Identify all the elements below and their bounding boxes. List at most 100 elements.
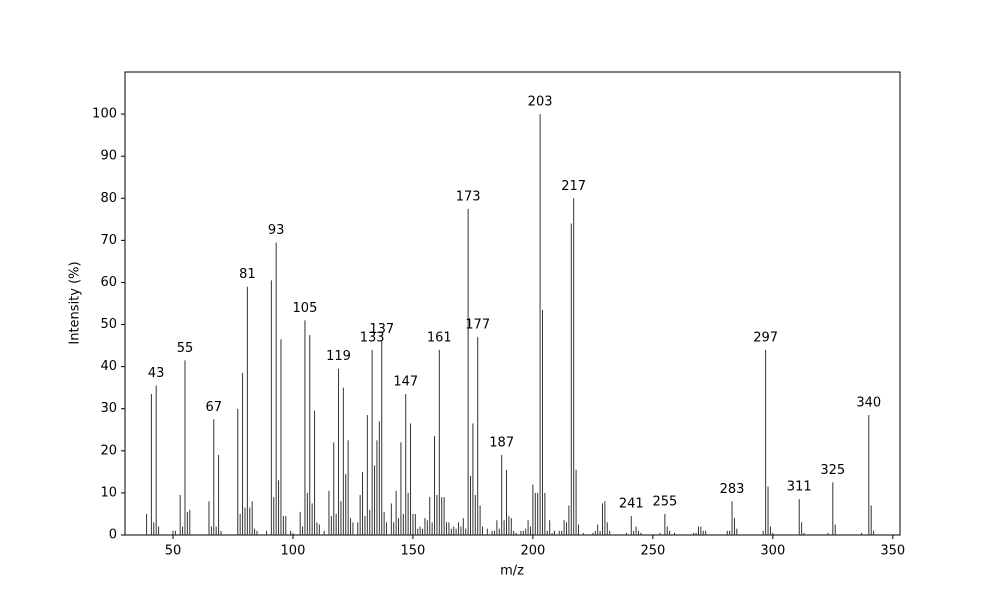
peak: [304, 320, 306, 535]
peak: [765, 349, 767, 535]
peak: [697, 526, 699, 535]
peak: [318, 524, 320, 535]
peak: [424, 518, 426, 535]
peak: [256, 530, 258, 535]
peak: [448, 522, 450, 535]
peak: [357, 522, 359, 535]
peak: [525, 528, 527, 535]
peak: [664, 513, 666, 535]
peak: [405, 393, 407, 535]
peak: [249, 507, 251, 535]
peak-label: 119: [326, 349, 351, 364]
peak: [491, 530, 493, 535]
peak: [270, 280, 272, 535]
peak: [278, 480, 280, 535]
peak: [474, 495, 476, 535]
y-tick-label: 50: [100, 317, 117, 332]
peak-label: 177: [465, 318, 490, 333]
x-tick-label: 350: [880, 544, 905, 559]
x-tick-label: 300: [760, 544, 785, 559]
peak: [402, 513, 404, 535]
peak: [700, 526, 702, 535]
peak: [625, 532, 627, 535]
peak: [275, 242, 277, 535]
peak: [362, 471, 364, 535]
peak: [436, 495, 438, 535]
peak: [146, 513, 148, 535]
peak: [565, 522, 567, 535]
peak: [498, 528, 500, 535]
peak: [426, 520, 428, 535]
peak: [182, 526, 184, 535]
peak: [486, 528, 488, 535]
peak: [352, 522, 354, 535]
peak-label: 255: [652, 494, 677, 509]
peak: [669, 530, 671, 535]
peak: [266, 530, 268, 535]
y-tick-label: 60: [100, 275, 117, 290]
peak: [359, 495, 361, 535]
peak: [539, 114, 541, 535]
peak: [705, 530, 707, 535]
peak: [393, 522, 395, 535]
peak: [374, 465, 376, 535]
peak: [417, 528, 419, 535]
peak: [311, 503, 313, 535]
peak: [673, 532, 675, 535]
peak: [285, 516, 287, 535]
peak: [568, 505, 570, 535]
peak: [246, 286, 248, 535]
peak: [376, 440, 378, 535]
peak: [465, 528, 467, 535]
peak: [172, 530, 174, 535]
peak: [174, 530, 176, 535]
peak: [582, 532, 584, 535]
peak-label: 93: [268, 223, 285, 238]
peak: [422, 528, 424, 535]
peak: [314, 410, 316, 535]
peak: [244, 507, 246, 535]
peak: [290, 530, 292, 535]
peak: [798, 499, 800, 535]
peak: [378, 421, 380, 535]
peak: [803, 532, 805, 535]
peak: [443, 497, 445, 535]
peak: [496, 520, 498, 535]
peak: [412, 513, 414, 535]
peak: [604, 501, 606, 535]
peak: [695, 532, 697, 535]
y-tick-label: 80: [100, 191, 117, 206]
peak-label: 147: [393, 374, 418, 389]
peak-label: 105: [293, 301, 318, 316]
peak: [153, 522, 155, 535]
peak: [731, 501, 733, 535]
peak: [342, 387, 344, 535]
peak: [553, 530, 555, 535]
peak: [179, 495, 181, 535]
peak: [570, 223, 572, 535]
x-axis-label: m/z: [500, 564, 524, 579]
peak: [637, 530, 639, 535]
y-tick-label: 90: [100, 149, 117, 164]
peak: [601, 503, 603, 535]
peak: [239, 513, 241, 535]
peak: [323, 530, 325, 535]
peak-label: 43: [148, 366, 165, 381]
peak: [597, 524, 599, 535]
peak: [215, 526, 217, 535]
peak: [210, 526, 212, 535]
peak: [594, 530, 596, 535]
peak: [769, 526, 771, 535]
peak: [592, 532, 594, 535]
peak: [508, 516, 510, 535]
peak-label: 137: [369, 322, 394, 337]
peak: [158, 526, 160, 535]
peak: [563, 520, 565, 535]
peak: [208, 501, 210, 535]
peak: [470, 476, 472, 535]
y-tick-label: 0: [109, 528, 117, 543]
peak-label: 55: [177, 341, 194, 356]
peak: [218, 455, 220, 535]
y-tick-label: 10: [100, 485, 117, 500]
peak-label: 187: [489, 436, 514, 451]
